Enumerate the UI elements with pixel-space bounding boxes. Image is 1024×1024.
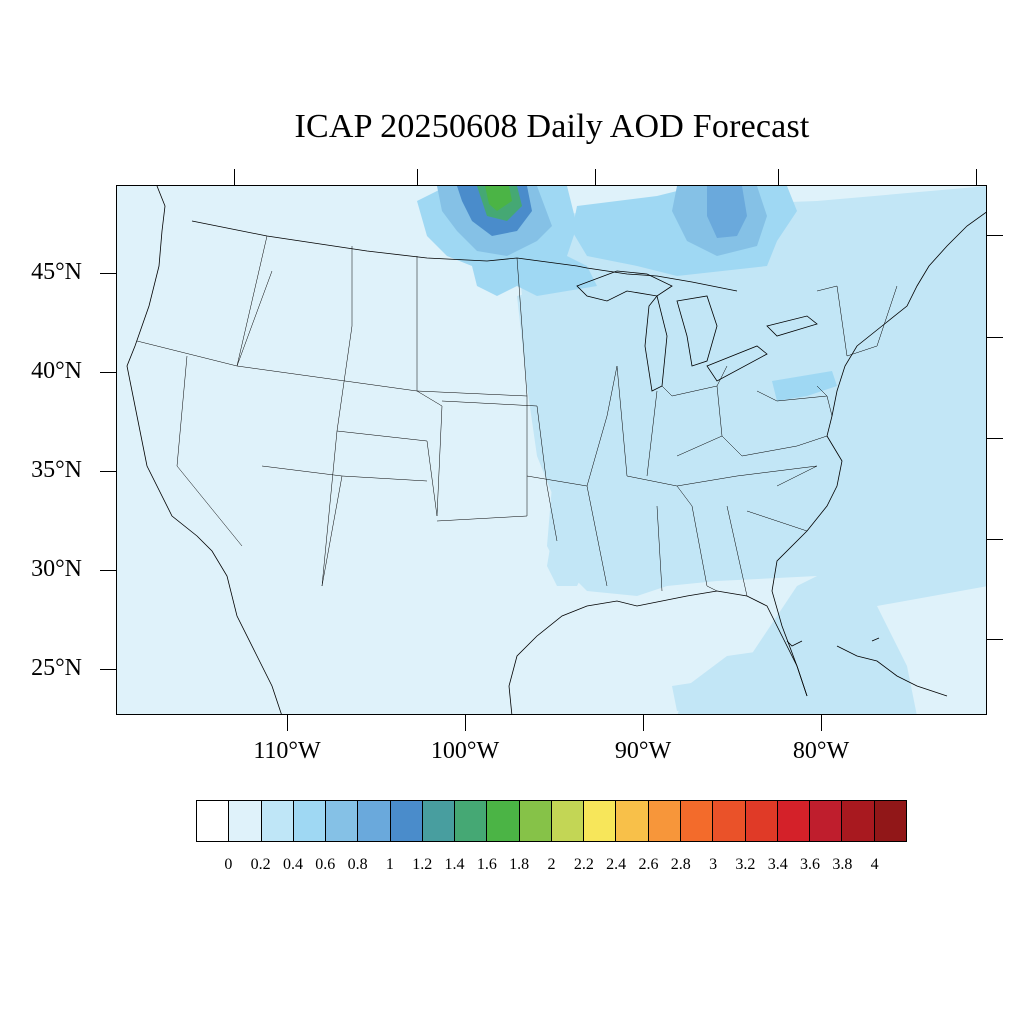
lat-label-45: 45°N [31, 259, 82, 285]
left-tick-30 [100, 570, 116, 571]
colorbar-tick-label: 1.4 [444, 856, 465, 873]
colorbar-tick-label: 3.4 [767, 856, 788, 873]
colorbar-tick-label: 1 [385, 856, 394, 873]
colorbar-tick-label: 0.8 [347, 856, 368, 873]
aod-region-plume-superior-core [707, 186, 747, 238]
colorbar-swatch [648, 801, 681, 841]
left-tick-35 [100, 471, 116, 472]
colorbar-tick-label: 0.4 [282, 856, 303, 873]
aod-region-east-haze [517, 186, 986, 711]
colorbar-swatch [810, 801, 843, 841]
colorbar-tick-label: 1.2 [412, 856, 433, 873]
right-tick-2 [987, 337, 1003, 338]
lake-michigan-outline [644, 295, 668, 392]
colorbar-tick-label: 1.6 [476, 856, 497, 873]
gulf-coastline [508, 590, 808, 714]
left-tick-45 [100, 273, 116, 274]
bottom-tick-80 [821, 715, 822, 731]
colorbar-swatch [745, 801, 778, 841]
colorbar-tick-label: 4 [870, 856, 879, 873]
colorbar-tick-label: 2.4 [606, 856, 627, 873]
colorbar-swatch [842, 801, 875, 841]
colorbar-tick-label: 3.2 [735, 856, 756, 873]
colorbar-tick-label: 2 [547, 856, 556, 873]
right-tick-4 [987, 539, 1003, 540]
colorbar-tick-label: 2.6 [638, 856, 659, 873]
boundaries [126, 186, 986, 714]
top-tick-3 [595, 169, 596, 185]
colorbar-swatch [584, 801, 617, 841]
colorbar-swatch [229, 801, 262, 841]
colorbar-swatch [680, 801, 714, 841]
colorbar-swatch [197, 801, 230, 841]
left-tick-25 [100, 669, 116, 670]
colorbar-tick-label: 0.6 [315, 856, 336, 873]
colorbar-swatch [422, 801, 456, 841]
lake-huron-outline [676, 295, 718, 367]
lon-label-90: 90°W [614, 738, 672, 764]
bottom-tick-100 [465, 715, 466, 731]
colorbar-tick-label: 1.8 [509, 856, 530, 873]
right-tick-3 [987, 438, 1003, 439]
colorbar-swatch [326, 801, 359, 841]
lon-label-110: 110°W [253, 738, 321, 764]
right-tick-5 [987, 639, 1003, 640]
right-tick-1 [987, 235, 1003, 236]
pacific-coastline [126, 186, 282, 714]
aod-region-gulf-haze [677, 616, 917, 714]
aod-region-pa-patch [772, 371, 837, 401]
left-tick-40 [100, 372, 116, 373]
colorbar-tick-label: 3 [709, 856, 718, 873]
canada-border-line [191, 220, 738, 292]
colorbar-swatch [519, 801, 552, 841]
colorbar-swatch [551, 801, 585, 841]
bottom-tick-90 [643, 715, 644, 731]
lat-label-35: 35°N [31, 457, 82, 483]
lat-label-40: 40°N [31, 358, 82, 384]
lat-label-25: 25°N [31, 655, 82, 681]
colorbar-swatch [616, 801, 649, 841]
aod-region-midwest-haze [517, 286, 597, 586]
map-title: ICAP 20250608 Daily AOD Forecast [294, 108, 810, 145]
lon-label-80: 80°W [792, 738, 850, 764]
lake-erie-outline [706, 345, 768, 382]
top-tick-2 [417, 169, 418, 185]
aod-map [126, 186, 986, 714]
aod-region-atlantic-haze [877, 586, 986, 714]
colorbar-swatch [261, 801, 294, 841]
colorbar-swatch [390, 801, 423, 841]
caribbean-islands [786, 637, 948, 697]
colorbar-tick-label: 2.2 [573, 856, 594, 873]
colorbar-swatch [358, 801, 391, 841]
aod-region-plume-nd-max [485, 186, 512, 211]
colorbar-tick-label: 3.8 [832, 856, 853, 873]
lake-ontario-outline [766, 315, 818, 337]
colorbar-swatch [777, 801, 811, 841]
top-tick-4 [778, 169, 779, 185]
colorbar-swatch [455, 801, 488, 841]
colorbar-swatch [874, 801, 906, 841]
colorbar-tick-label: 0.2 [250, 856, 271, 873]
top-tick-1 [234, 169, 235, 185]
colorbar-swatch [713, 801, 746, 841]
map-plot-area [116, 185, 987, 715]
colorbar-tick-label: 2.8 [670, 856, 691, 873]
bottom-tick-110 [287, 715, 288, 731]
colorbar-tick-label: 3.6 [800, 856, 821, 873]
colorbar-tick-label: 0 [224, 856, 233, 873]
colorbar-swatch [487, 801, 520, 841]
state-lines [136, 235, 898, 597]
top-tick-5 [976, 169, 977, 185]
colorbar-swatch [293, 801, 327, 841]
colorbar [196, 800, 907, 842]
aod-shading [417, 186, 986, 714]
lon-label-100: 100°W [430, 738, 500, 764]
lat-label-30: 30°N [31, 556, 82, 582]
